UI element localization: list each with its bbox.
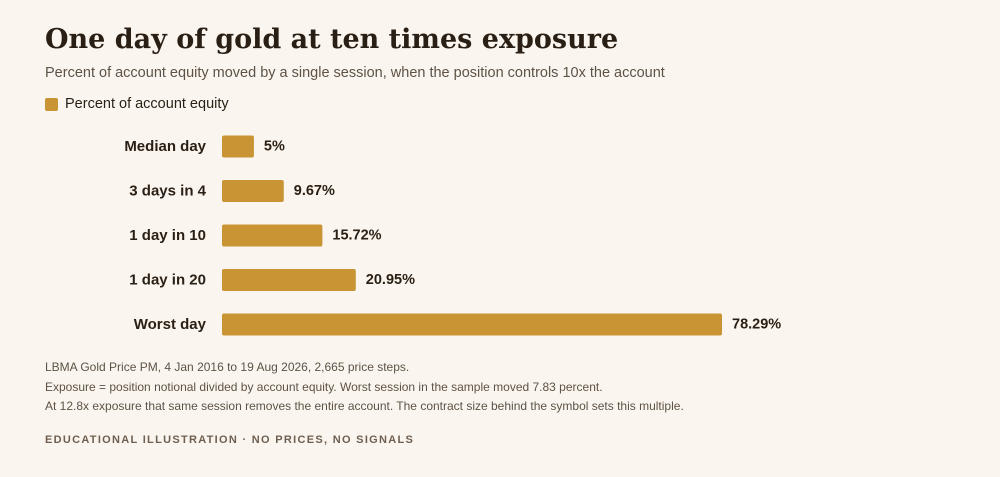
bar xyxy=(222,224,323,247)
bar-chart: Median day 5% 3 days in 4 9.67% 1 day in 10 1… xyxy=(124,135,781,336)
legend: Percent of account equity xyxy=(45,95,229,113)
value-label: 20.95% xyxy=(366,272,415,288)
bar xyxy=(222,180,284,202)
category-label: 1 day in 20 xyxy=(129,272,206,289)
category-label: Median day xyxy=(124,138,206,155)
value-label: 5% xyxy=(264,139,285,155)
category-label: 3 days in 4 xyxy=(129,183,206,200)
note-line-1: LBMA Gold Price PM, 4 Jan 2016 to 19 Aug… xyxy=(45,360,410,374)
legend-swatch xyxy=(45,97,58,111)
footer-disclaimer: EDUCATIONAL ILLUSTRATION · NO PRICES, NO… xyxy=(45,434,415,446)
source-notes: LBMA Gold Price PM, 4 Jan 2016 to 19 Aug… xyxy=(45,358,684,417)
value-label: 15.72% xyxy=(332,228,381,244)
bar xyxy=(222,135,254,158)
bar xyxy=(222,269,356,291)
note-line-3: At 12.8x exposure that same session remo… xyxy=(45,399,684,413)
bar xyxy=(222,313,722,336)
value-label: 78.29% xyxy=(732,317,781,333)
value-label: 9.67% xyxy=(294,183,335,199)
note-line-2: Exposure = position notional divided by … xyxy=(45,379,603,394)
category-label: 1 day in 10 xyxy=(129,227,206,244)
chart-title: One day of gold at ten times exposure xyxy=(45,24,619,55)
category-label: Worst day xyxy=(134,316,207,333)
chart-subtitle: Percent of account equity moved by a sin… xyxy=(45,65,665,81)
legend-label: Percent of account equity xyxy=(65,96,229,112)
